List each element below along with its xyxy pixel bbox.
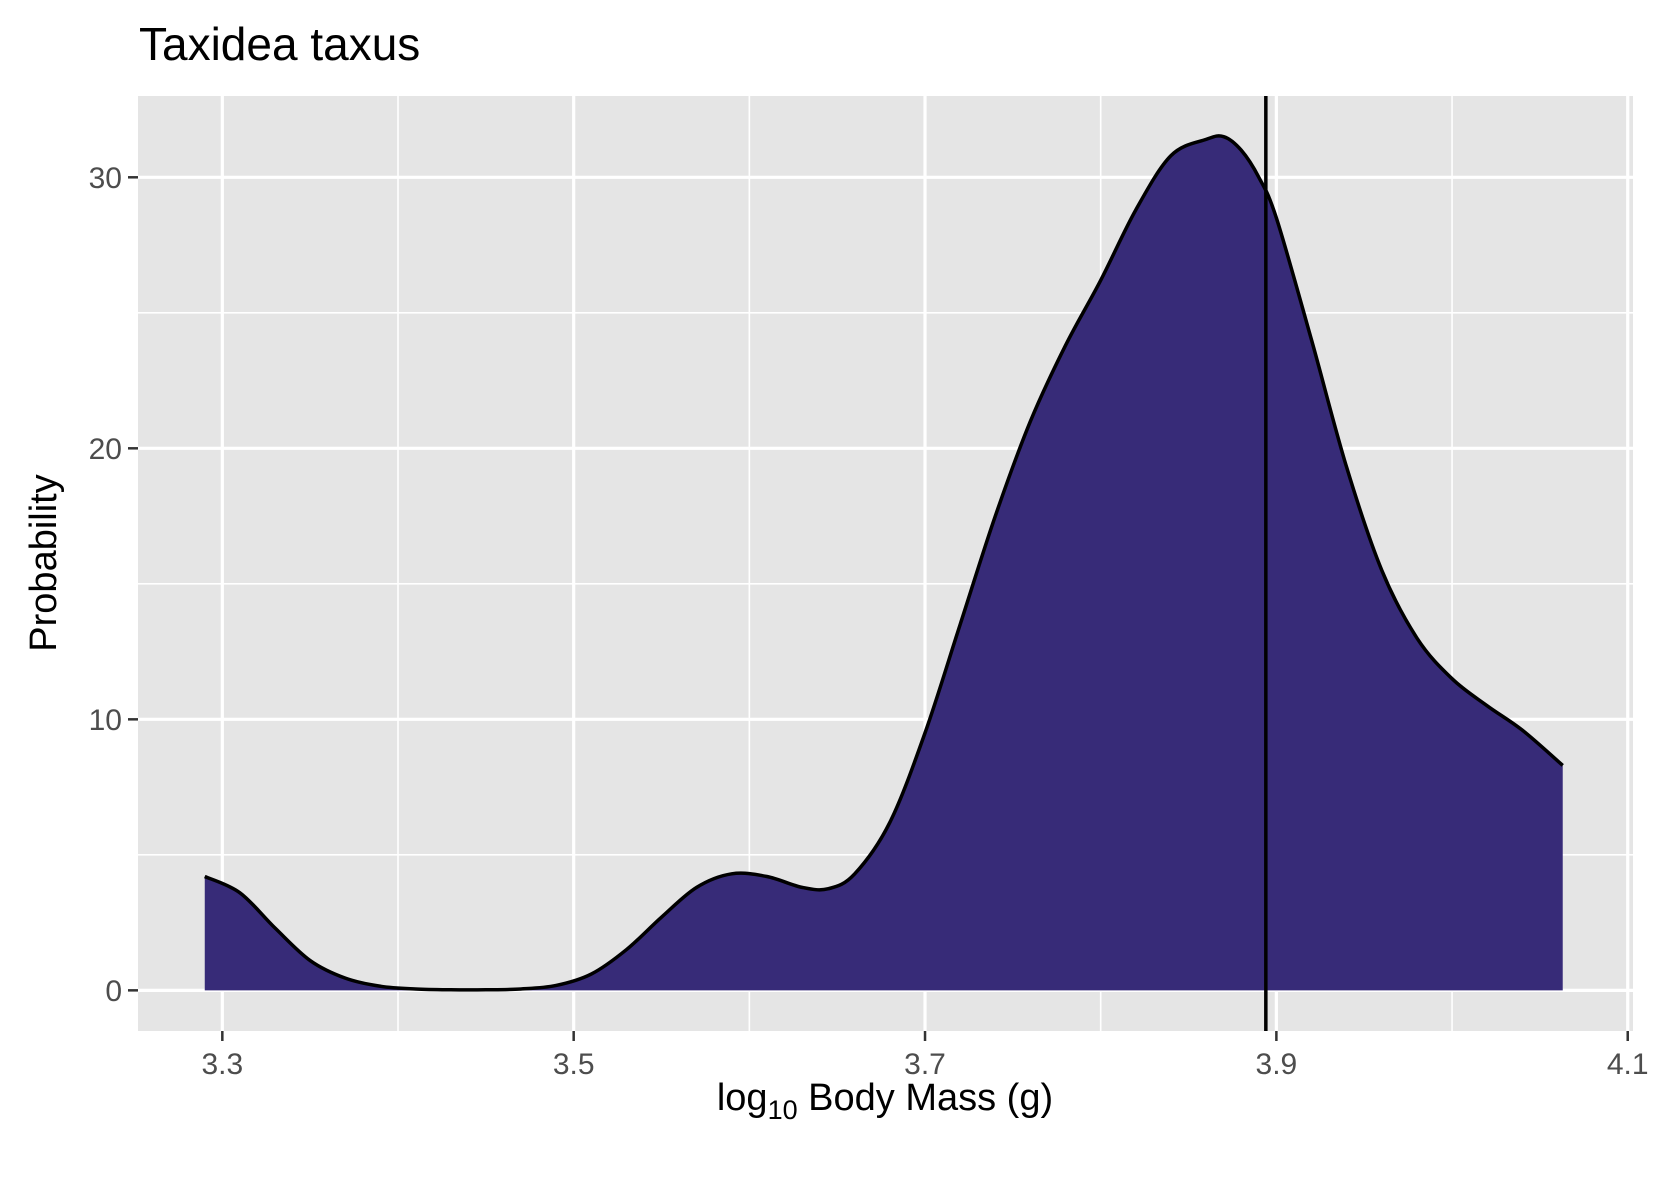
y-axis: 0 10 20 30 [89,162,138,1008]
x-axis-title-prefix: log [717,1077,768,1119]
x-tick-label: 3.9 [1256,1048,1298,1081]
x-axis-title-subscript: 10 [768,1095,798,1125]
x-axis: 3.3 3.5 3.7 3.9 4.1 [201,1031,1649,1081]
x-tick-label: 3.5 [553,1048,595,1081]
x-axis-title-suffix: Body Mass (g) [798,1077,1054,1119]
chart-title: Taxidea taxus [139,18,420,70]
y-tick-label: 20 [89,433,122,466]
density-curve [204,134,1564,992]
y-tick-label: 30 [89,162,122,195]
x-axis-title: log10 Body Mass (g) [717,1077,1053,1125]
y-tick-label: 0 [105,975,122,1008]
x-tick-label: 3.3 [201,1048,243,1081]
density-area [204,135,1563,991]
x-tick-label: 3.7 [904,1048,946,1081]
x-tick-label: 4.1 [1607,1048,1649,1081]
y-axis-title: Probability [23,474,65,651]
y-tick-label: 10 [89,704,122,737]
